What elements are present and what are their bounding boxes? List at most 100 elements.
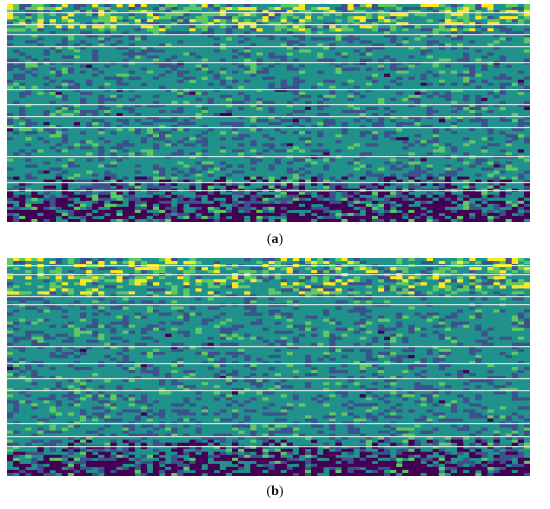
heatmap-cell	[457, 73, 464, 77]
heatmap-cell	[396, 212, 403, 217]
heatmap-cell	[311, 146, 318, 150]
heatmap-cell	[189, 258, 196, 262]
heatmap-cell	[134, 106, 142, 111]
heatmap-cell	[177, 94, 184, 99]
heatmap-cell	[341, 128, 348, 132]
heatmap-cell	[469, 40, 476, 44]
heatmap-cell	[280, 179, 288, 183]
heatmap-cell	[280, 109, 288, 114]
heatmap-cell	[408, 113, 415, 117]
heatmap-cell	[487, 94, 494, 99]
heatmap-cell	[286, 70, 294, 74]
heatmap-cell	[171, 143, 178, 147]
heatmap-cell	[268, 137, 275, 141]
heatmap-cell	[262, 103, 269, 108]
heatmap-cell	[402, 28, 409, 32]
heatmap-cell	[122, 137, 129, 141]
heatmap-cell	[37, 70, 44, 74]
heatmap-cell	[134, 122, 142, 126]
heatmap-cell	[292, 197, 300, 202]
heatmap-cell	[280, 218, 288, 222]
heatmap-cell	[311, 7, 318, 11]
heatmap-cell	[371, 46, 379, 50]
heatmap-cell	[268, 85, 275, 90]
heatmap-cell	[420, 140, 427, 144]
heatmap-cell	[104, 70, 111, 74]
heatmap-cell	[438, 25, 446, 29]
heatmap-cell	[219, 113, 227, 117]
heatmap-cell	[523, 206, 530, 211]
heatmap-cell	[37, 212, 44, 217]
heatmap-cell	[396, 140, 403, 144]
heatmap-cell	[31, 197, 38, 202]
heatmap-cell	[292, 212, 300, 217]
heatmap-cell	[317, 97, 324, 102]
heatmap-cell	[152, 22, 160, 26]
heatmap-cell	[55, 182, 63, 186]
heatmap-cell	[311, 49, 318, 53]
heatmap-cell	[517, 79, 525, 84]
heatmap-cell	[499, 52, 506, 56]
heatmap-cell	[438, 182, 446, 186]
heatmap-cell	[98, 258, 105, 262]
heatmap-cell	[365, 164, 373, 168]
heatmap-cell	[505, 125, 513, 129]
heatmap-cell	[390, 137, 397, 141]
heatmap-separator-line	[7, 190, 530, 192]
heatmap-cell	[31, 43, 38, 47]
heatmap-cell	[213, 4, 221, 8]
heatmap-cell	[262, 22, 269, 26]
heatmap-cell	[73, 49, 81, 53]
heatmap-cell	[140, 270, 148, 274]
heatmap-cell	[402, 203, 409, 208]
heatmap-cell	[317, 137, 324, 141]
heatmap-cell	[414, 134, 421, 138]
heatmap-cell	[67, 49, 75, 53]
heatmap-cell	[225, 152, 233, 156]
heatmap-cell	[134, 113, 142, 117]
heatmap-cell	[152, 37, 160, 41]
heatmap-cell	[499, 267, 506, 271]
heatmap-cell	[517, 206, 525, 211]
heatmap-cell	[19, 91, 26, 96]
heatmap-cell	[390, 212, 397, 217]
heatmap-cell	[195, 97, 202, 102]
heatmap-cell	[122, 276, 129, 280]
heatmap-cell	[37, 276, 44, 280]
heatmap-cell	[414, 85, 421, 90]
heatmap-cell	[523, 46, 530, 50]
heatmap-cell	[371, 270, 379, 274]
heatmap-cell	[159, 31, 166, 35]
heatmap-cell	[286, 28, 294, 32]
heatmap-cell	[311, 46, 318, 50]
heatmap-cell	[262, 167, 269, 171]
heatmap-cell	[98, 200, 105, 205]
heatmap-cell	[73, 22, 81, 26]
heatmap-cell	[517, 209, 525, 214]
heatmap-cell	[499, 34, 506, 38]
heatmap-cell	[49, 94, 56, 99]
heatmap-cell	[189, 116, 196, 120]
heatmap-cell	[438, 143, 446, 147]
heatmap-cell	[505, 113, 513, 117]
heatmap-cell	[244, 200, 251, 205]
heatmap-cell	[122, 203, 129, 208]
heatmap-cell	[377, 58, 385, 62]
heatmap-cell	[171, 173, 178, 177]
heatmap-cell	[463, 146, 470, 150]
heatmap-cell	[353, 218, 361, 222]
heatmap-cell	[414, 173, 421, 177]
heatmap-cell	[390, 109, 397, 114]
heatmap-cell	[171, 106, 178, 111]
heatmap-cell	[457, 31, 464, 35]
heatmap-cell	[317, 82, 324, 87]
heatmap-cell	[292, 52, 300, 56]
heatmap-cell	[86, 19, 93, 23]
heatmap-cell	[311, 176, 318, 180]
heatmap-cell	[377, 40, 385, 44]
heatmap-cell	[438, 70, 446, 74]
heatmap-cell	[79, 31, 87, 35]
heatmap-cell	[67, 40, 75, 44]
heatmap-cell	[225, 218, 233, 222]
heatmap-cell	[244, 149, 251, 153]
